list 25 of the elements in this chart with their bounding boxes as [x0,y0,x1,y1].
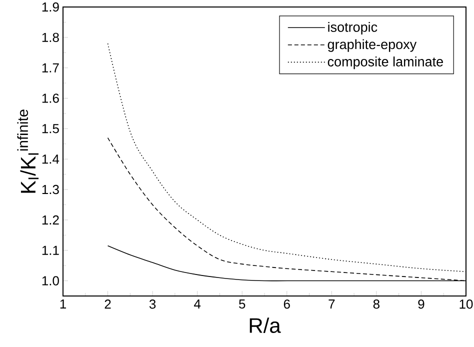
legend-label: graphite-epoxy [328,39,417,52]
x-tick-label: 9 [418,300,424,309]
y-tick-label: 1.0 [42,276,59,286]
x-tick-label: 8 [373,300,380,309]
y-tick-label: 1.5 [42,124,59,134]
x-tick-label: 4 [194,300,201,308]
y-tick-label: 1.7 [42,63,59,72]
y-tick-label: 1.1 [42,246,59,255]
x-tick-label: 6 [284,300,290,309]
x-axis-title: R/a [250,318,281,334]
y-axis-title: K$_{I}$/K$_{I}$infinite [17,110,39,193]
y-tick-label: 1.6 [42,94,59,103]
x-tick-label: 10 [460,300,473,309]
x-tick-label: 1 [60,300,66,308]
x-tick-label: 3 [149,300,156,309]
y-tick-label: 1.8 [42,32,59,42]
y-tick-label: 1.3 [42,184,59,194]
y-tick-label: 1.4 [42,154,60,164]
legend-label: composite laminate [328,56,443,70]
x-tick-label: 5 [239,300,246,309]
y-tick-label: 1.9 [42,2,59,12]
x-tick-label: 2 [104,300,111,309]
x-tick-label: 7 [328,300,335,308]
legend-label: isotropic [328,22,378,35]
y-tick-label: 1.2 [42,215,59,224]
